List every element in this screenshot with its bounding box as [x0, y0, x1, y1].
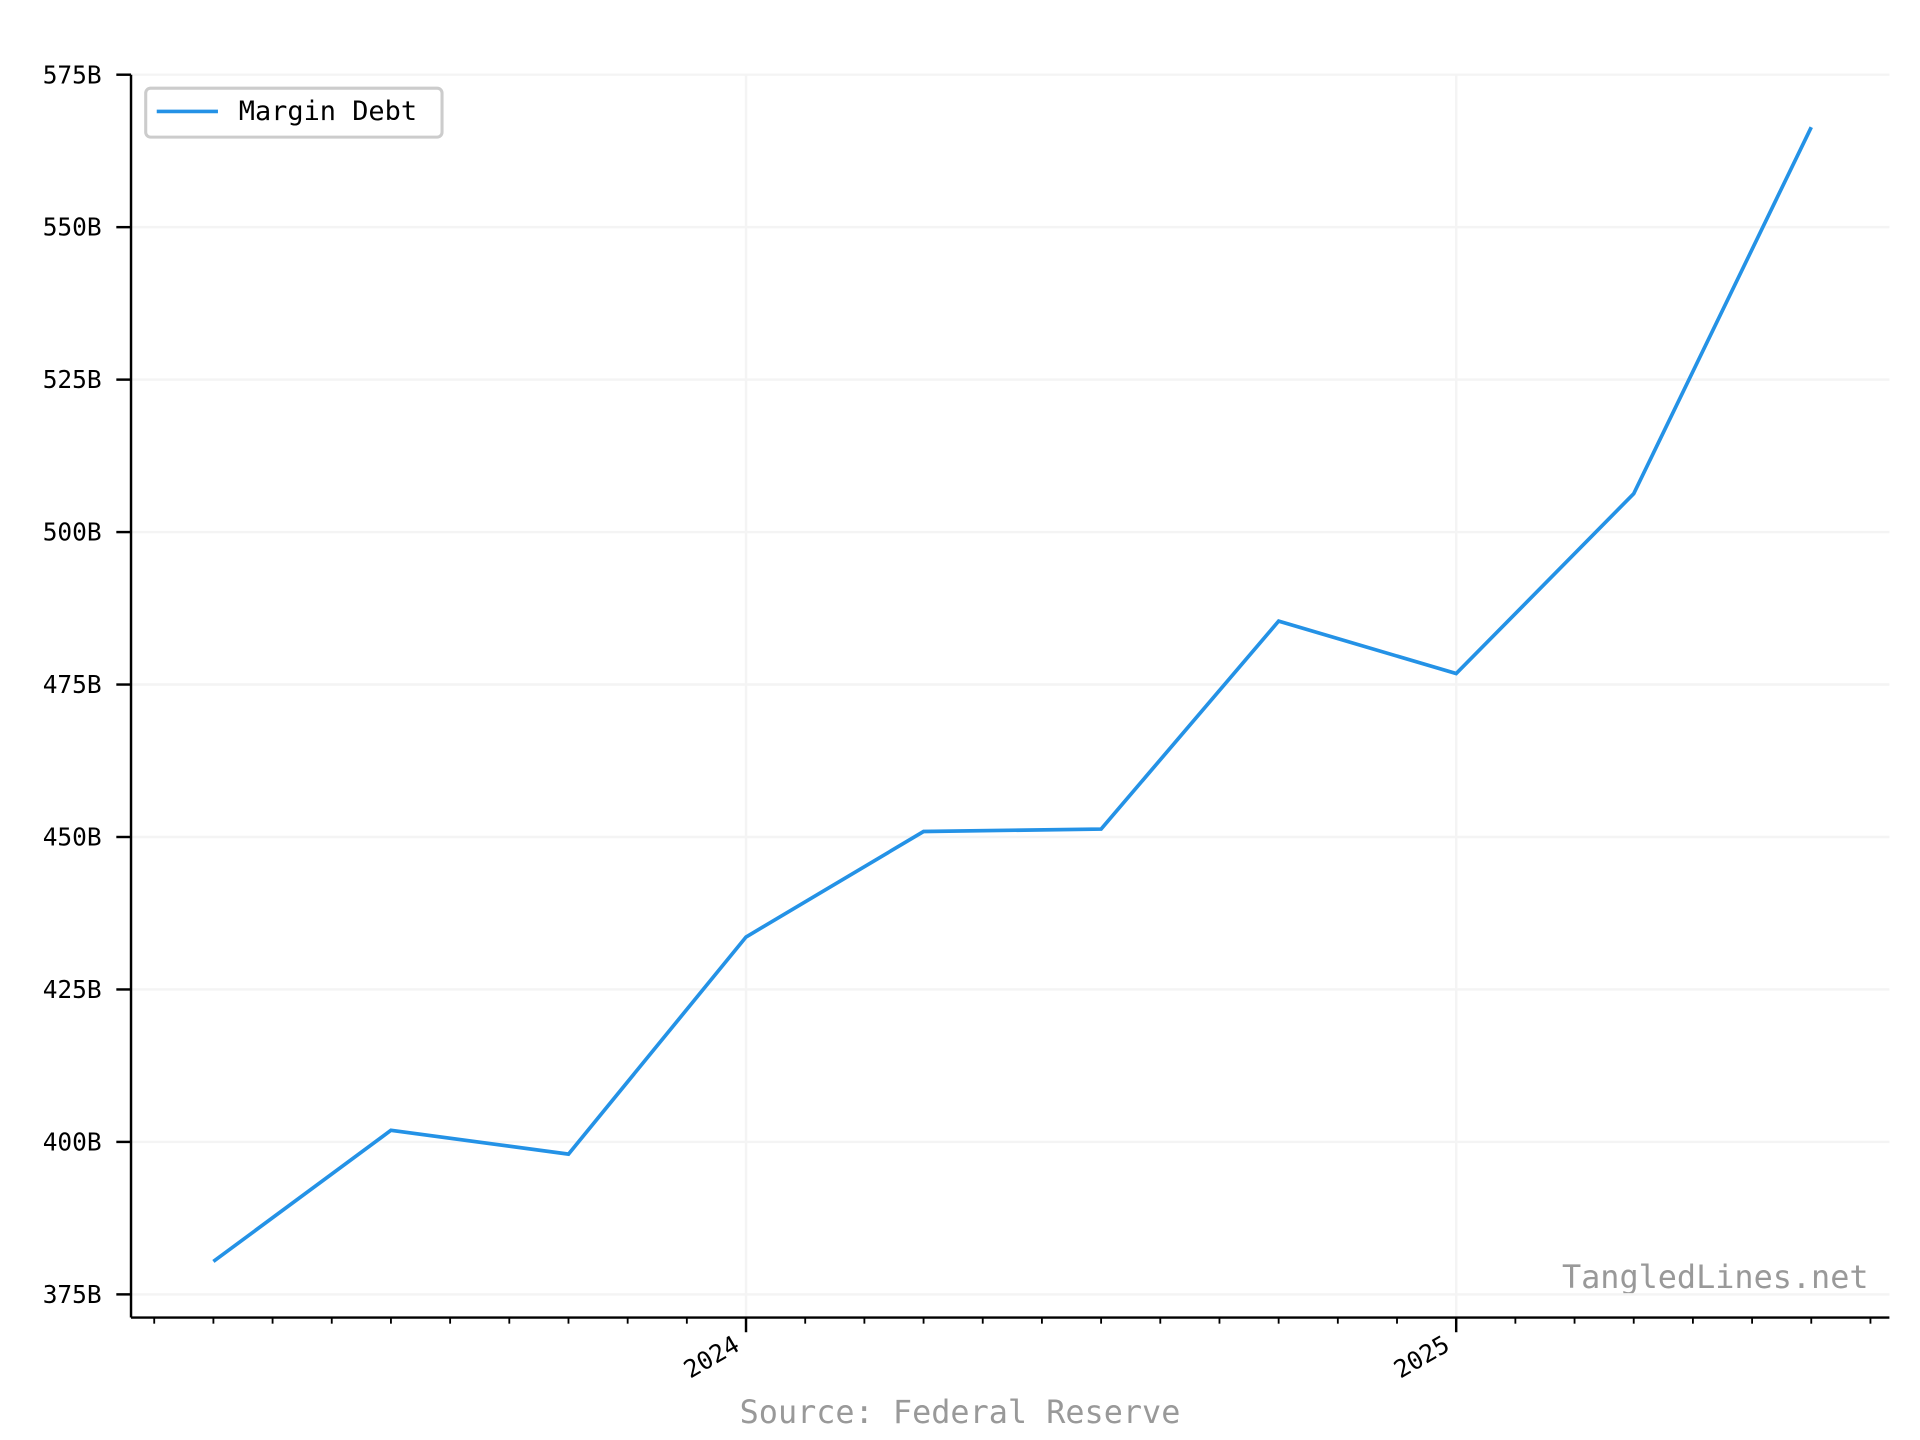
y-tick-label: 500B [43, 518, 102, 547]
y-tick-label: 550B [43, 213, 102, 242]
watermark: TangledLines.net [1562, 1258, 1869, 1296]
x-tick-label: 2024 [679, 1329, 745, 1384]
source: Source: Federal Reserve [740, 1393, 1181, 1431]
y-tick-label: 575B [43, 60, 102, 89]
y-tick-label: 375B [43, 1280, 102, 1309]
legend-label: Margin Debt [239, 96, 417, 127]
y-tick-label: 475B [43, 670, 102, 699]
y-tick-label: 525B [43, 365, 102, 394]
y-tick-label: 425B [43, 975, 102, 1004]
x-tick-label: 2025 [1389, 1329, 1455, 1384]
line [212, 126, 1813, 1263]
legend: Margin Debt [144, 86, 444, 139]
y-tick-label: 400B [43, 1127, 102, 1156]
y-tick-label: 450B [43, 823, 102, 852]
legend-box [144, 86, 444, 139]
